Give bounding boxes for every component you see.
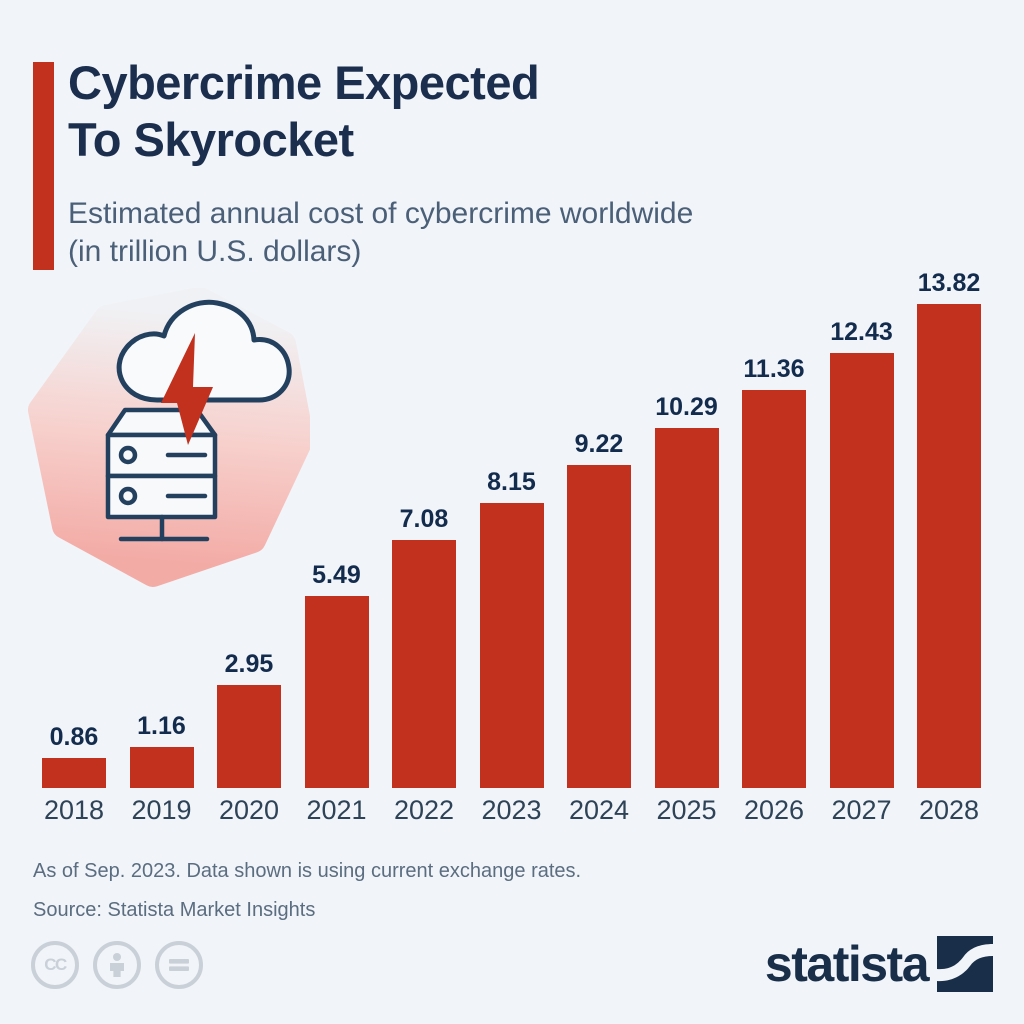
bar-value-label: 8.15 bbox=[487, 468, 536, 496]
bar-group: 1.16 2019 bbox=[129, 712, 194, 825]
server-icon bbox=[105, 407, 218, 542]
bar-value-label: 10.29 bbox=[655, 393, 718, 421]
bar-group: 0.86 2018 bbox=[42, 725, 106, 824]
bar-year-label: 2028 bbox=[918, 795, 980, 825]
bar bbox=[567, 465, 631, 788]
bar-year-label: 2021 bbox=[306, 795, 367, 825]
bar-value-label: 11.36 bbox=[743, 355, 805, 383]
bar-year-label: 2026 bbox=[743, 795, 805, 825]
bar-group: 13.82 2028 bbox=[917, 271, 981, 824]
bar bbox=[917, 304, 981, 788]
title-line-2: To Skyrocket bbox=[68, 112, 354, 166]
lightning-bolt-icon bbox=[161, 333, 213, 445]
source-note: Source: Statista Market Insights bbox=[33, 899, 316, 921]
bar bbox=[742, 390, 806, 788]
bar bbox=[304, 596, 369, 788]
title-line-1: Cybercrime Expected bbox=[68, 56, 540, 109]
data-note: As of Sep. 2023. Data shown is using cur… bbox=[33, 860, 582, 882]
statista-logo-mark bbox=[937, 936, 993, 992]
title-accent-bar bbox=[33, 62, 54, 270]
statista-logo: statista bbox=[765, 936, 993, 992]
bar-year-label: 2022 bbox=[393, 795, 455, 825]
bar-year-label: 2027 bbox=[831, 795, 892, 825]
bar-value-label: 1.16 bbox=[137, 712, 186, 740]
cc-icon: CC bbox=[31, 941, 79, 989]
subtitle-line-2: (in trillion U.S. dollars) bbox=[68, 234, 362, 268]
bar-value-label: 0.86 bbox=[49, 723, 99, 751]
bar-value-label: 9.22 bbox=[574, 430, 624, 458]
bar-group: 5.49 2021 bbox=[304, 561, 369, 825]
bar bbox=[217, 685, 281, 788]
cc-label: CC bbox=[44, 955, 67, 974]
bar bbox=[479, 503, 544, 788]
bar-year-label: 2025 bbox=[656, 795, 717, 825]
bar-value-label: 7.08 bbox=[399, 505, 449, 533]
page-title: Cybercrime Expected To Skyrocket bbox=[68, 55, 540, 169]
bar-value-label: 13.82 bbox=[917, 269, 981, 297]
cloud-icon bbox=[116, 299, 292, 403]
bar-group: 12.43 2027 bbox=[829, 318, 894, 825]
cloud-lightning-server-icon bbox=[28, 288, 310, 587]
bar bbox=[129, 747, 194, 788]
bar-group: 8.15 2023 bbox=[479, 468, 544, 825]
bar-value-label: 12.43 bbox=[830, 318, 893, 346]
bar-year-label: 2024 bbox=[568, 795, 630, 825]
bar-group: 10.29 2025 bbox=[654, 393, 719, 825]
bar-chart: 0.86 2018 1.16 2019 2.95 2020 5.49 2021 7.08 2022… bbox=[42, 271, 981, 824]
statista-logo-text: statista bbox=[764, 936, 930, 992]
bar-value-label: 2.95 bbox=[224, 650, 274, 678]
bar bbox=[392, 540, 456, 788]
bar-year-label: 2023 bbox=[481, 795, 542, 825]
footnotes: As of Sep. 2023. Data shown is using cur… bbox=[33, 852, 581, 930]
bar-year-label: 2019 bbox=[131, 795, 192, 825]
bar-group: 7.08 2022 bbox=[392, 507, 456, 824]
bar-group: 9.22 2024 bbox=[567, 432, 631, 824]
bar-group: 11.36 2026 bbox=[742, 357, 806, 824]
subtitle-line-1: Estimated annual cost of cybercrime worl… bbox=[68, 197, 694, 230]
bar-year-label: 2018 bbox=[43, 795, 105, 825]
page-subtitle: Estimated annual cost of cybercrime worl… bbox=[68, 195, 693, 271]
bar bbox=[829, 353, 894, 788]
attribution-person-icon bbox=[93, 941, 141, 989]
bar-group: 2.95 2020 bbox=[217, 652, 281, 824]
bar-year-label: 2020 bbox=[218, 795, 280, 825]
bar bbox=[654, 428, 719, 788]
bar-value-label: 5.49 bbox=[312, 561, 361, 589]
no-derivatives-equals-icon bbox=[155, 941, 203, 989]
license-icons: CC bbox=[31, 941, 203, 989]
bar bbox=[42, 758, 106, 788]
